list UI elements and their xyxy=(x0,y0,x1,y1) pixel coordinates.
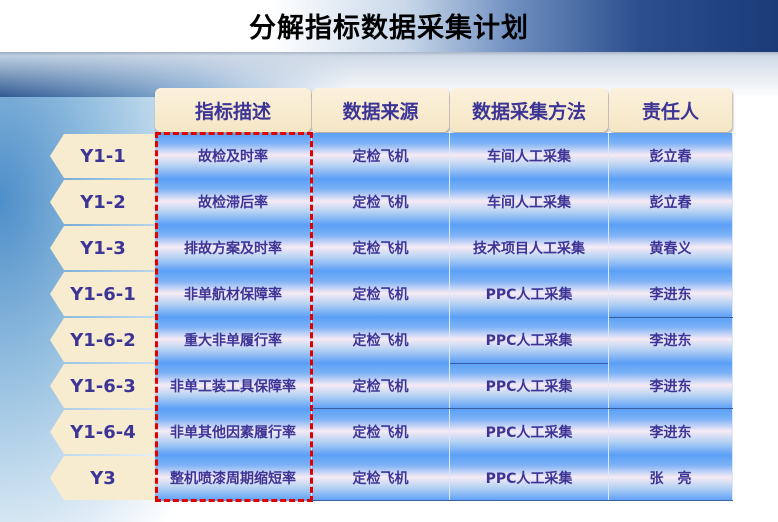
cell-desc: 整机喷漆周期缩短率 xyxy=(155,455,312,501)
header-description: 指标描述 xyxy=(155,88,311,132)
cell-source: 定检飞机 xyxy=(312,363,450,409)
row-label: Y1-2 xyxy=(50,180,156,224)
cell-desc: 非单工装工具保障率 xyxy=(155,363,312,409)
divider xyxy=(450,363,608,364)
divider xyxy=(312,500,733,501)
cell-method: PPC人工采集 xyxy=(450,409,609,455)
divider xyxy=(312,408,733,409)
cell-desc: 排故方案及时率 xyxy=(155,225,312,271)
title-bar xyxy=(0,0,778,52)
row-label: Y1-6-1 xyxy=(50,272,156,316)
cell-owner: 李进东 xyxy=(609,409,733,455)
cell-method: PPC人工采集 xyxy=(450,455,609,501)
cell-source: 定检飞机 xyxy=(312,409,450,455)
header-source: 数据来源 xyxy=(312,88,449,132)
cell-source: 定检飞机 xyxy=(312,271,450,317)
row-label: Y1-3 xyxy=(50,226,156,270)
cell-desc: 非单其他因素履行率 xyxy=(155,409,312,455)
cell-source: 定检飞机 xyxy=(312,317,450,363)
cell-owner: 李进东 xyxy=(609,271,733,317)
cell-source: 定检飞机 xyxy=(312,225,450,271)
row-label: Y1-6-3 xyxy=(50,364,156,408)
cell-desc: 非单航材保障率 xyxy=(155,271,312,317)
row-label: Y1-1 xyxy=(50,134,156,178)
cell-method: 技术项目人工采集 xyxy=(450,225,609,271)
cell-method: 车间人工采集 xyxy=(450,133,609,179)
cell-source: 定检飞机 xyxy=(312,179,450,225)
row-label: Y3 xyxy=(50,456,156,500)
cell-owner: 彭立春 xyxy=(609,179,733,225)
header-method: 数据采集方法 xyxy=(450,88,608,132)
cell-desc: 故检及时率 xyxy=(155,133,312,179)
cell-method: PPC人工采集 xyxy=(450,317,609,363)
page-title: 分解指标数据采集计划 xyxy=(249,13,529,44)
cell-owner: 张 亮 xyxy=(609,455,733,501)
cell-owner: 黄春义 xyxy=(609,225,733,271)
divider xyxy=(609,317,733,318)
cell-method: PPC人工采集 xyxy=(450,363,609,409)
cell-desc: 故检滞后率 xyxy=(155,179,312,225)
cell-owner: 李进东 xyxy=(609,317,733,363)
header-owner: 责任人 xyxy=(609,88,732,132)
cell-owner: 李进东 xyxy=(609,363,733,409)
cell-source: 定检飞机 xyxy=(312,455,450,501)
cell-source: 定检飞机 xyxy=(312,133,450,179)
cell-desc: 重大非单履行率 xyxy=(155,317,312,363)
cell-method: PPC人工采集 xyxy=(450,271,609,317)
row-label: Y1-6-2 xyxy=(50,318,156,362)
cell-owner: 彭立春 xyxy=(609,133,733,179)
row-label: Y1-6-4 xyxy=(50,410,156,454)
cell-method: 车间人工采集 xyxy=(450,179,609,225)
